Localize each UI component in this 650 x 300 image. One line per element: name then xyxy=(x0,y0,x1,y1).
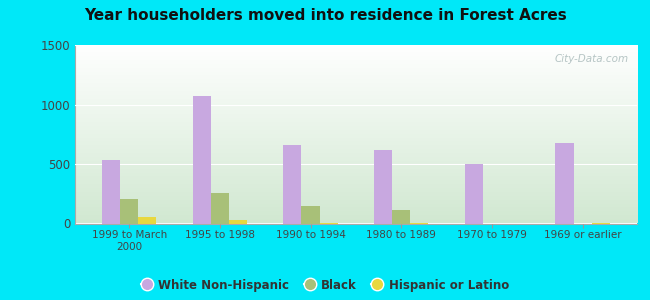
Bar xyxy=(138,217,157,224)
Text: Year householders moved into residence in Forest Acres: Year householders moved into residence i… xyxy=(84,8,566,22)
Bar xyxy=(283,145,302,224)
Bar xyxy=(410,223,428,224)
Legend: White Non-Hispanic, Black, Hispanic or Latino: White Non-Hispanic, Black, Hispanic or L… xyxy=(138,276,512,294)
Bar xyxy=(374,150,392,224)
Bar xyxy=(229,220,247,224)
Bar xyxy=(192,96,211,224)
Bar xyxy=(302,206,320,224)
Bar xyxy=(465,164,483,224)
Bar xyxy=(320,223,338,224)
Bar xyxy=(102,160,120,224)
Bar xyxy=(592,223,610,224)
Bar xyxy=(555,142,573,224)
Bar xyxy=(392,210,410,224)
Bar xyxy=(120,199,138,224)
Text: City-Data.com: City-Data.com xyxy=(554,54,629,64)
Bar xyxy=(211,193,229,224)
